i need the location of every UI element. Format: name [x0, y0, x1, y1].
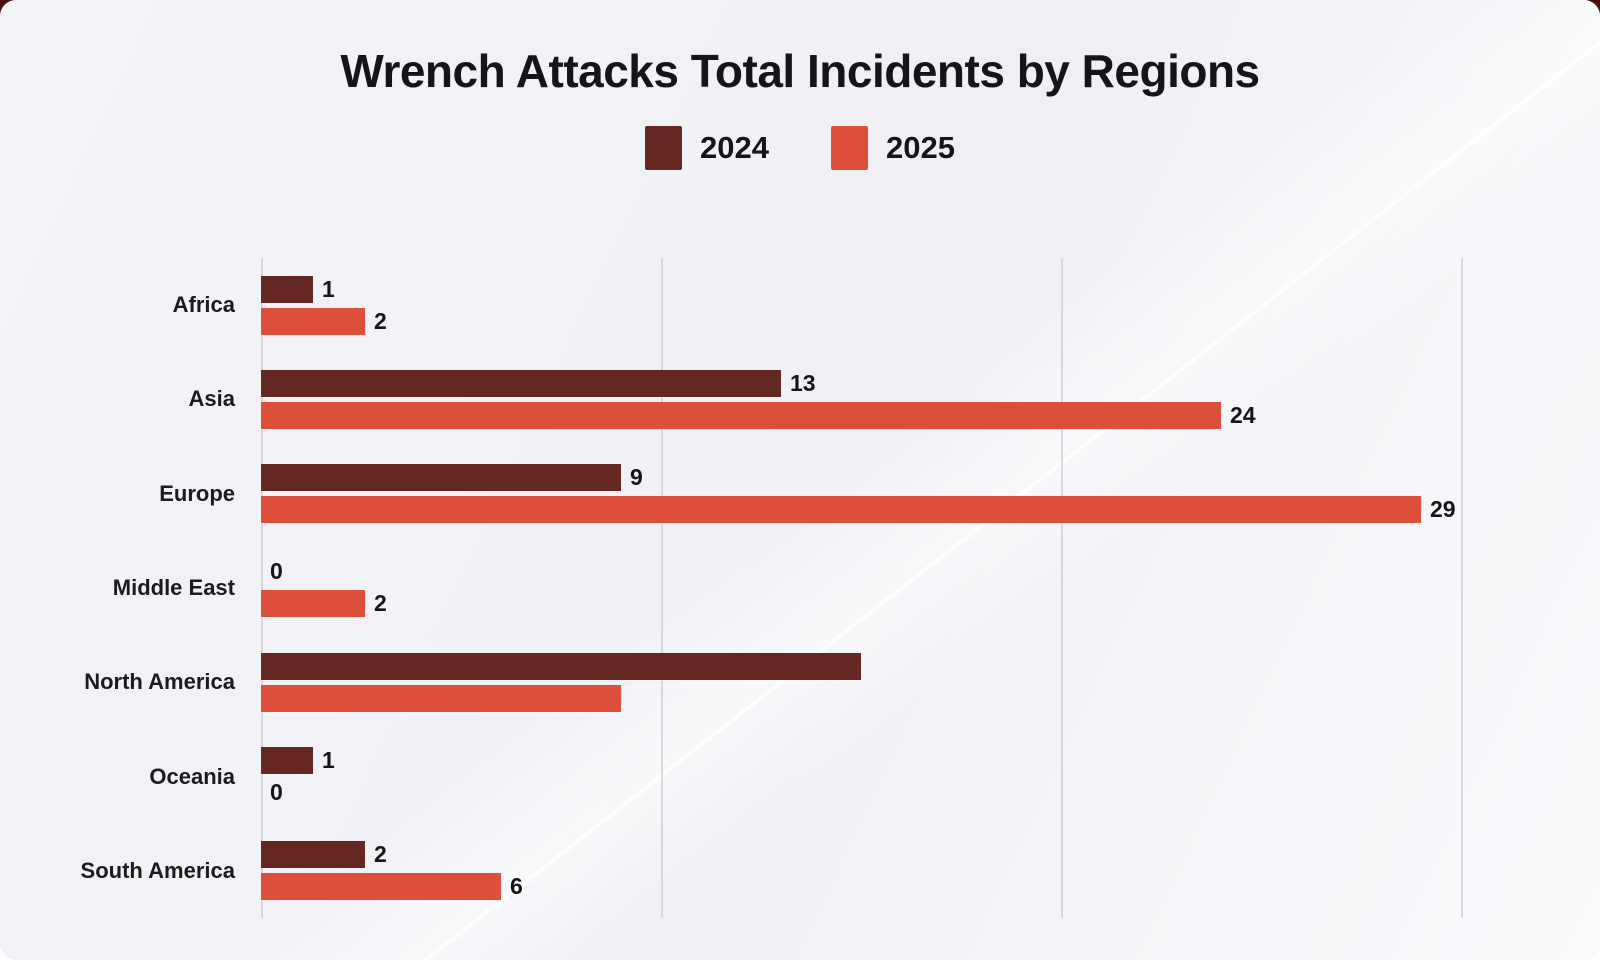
category-label: Oceania	[149, 763, 235, 789]
bar-2025-africa	[261, 307, 365, 335]
bar-line-2025: 0	[261, 779, 1501, 806]
category-label: South America	[80, 857, 235, 883]
bar-value-label: 2	[374, 841, 387, 868]
bar-2024-europe	[261, 464, 621, 492]
bar-group: 9 29	[261, 464, 1501, 524]
bar-line-2024: 1	[261, 747, 1501, 775]
bar-value-label: 1	[322, 275, 335, 302]
bar-2024-north-america	[261, 652, 861, 680]
bar-value-label: 29	[1430, 496, 1456, 523]
chart-row: Europe 9 29	[40, 447, 1501, 541]
chart-title: Wrench Attacks Total Incidents by Region…	[340, 45, 1260, 97]
bar-line-2024: 2	[261, 841, 1501, 869]
bar-line-2024: 9	[261, 464, 1501, 492]
bar-value-label: 9	[630, 464, 643, 491]
chart-row: Oceania 1 0	[40, 730, 1501, 824]
bar-group	[261, 652, 1501, 712]
category-label: Europe	[159, 480, 235, 506]
chart-row: Asia 13 24	[40, 352, 1501, 446]
category-label: Asia	[188, 386, 235, 412]
chart-row: Africa 1 2	[40, 258, 1501, 352]
bar-value-label: 24	[1230, 401, 1256, 428]
plot-area: Africa 1 2 Asia 13 24 Europe 9 29 Middle East 0 2 No…	[40, 258, 1501, 918]
bar-group: 13 24	[261, 369, 1501, 429]
bar-line-2025: 2	[261, 590, 1501, 618]
bar-line-2025: 29	[261, 496, 1501, 524]
bar-2025-middle-east	[261, 590, 365, 618]
bar-line-2024: 1	[261, 275, 1501, 303]
bar-line-2025	[261, 684, 1501, 712]
chart-row: North America	[40, 635, 1501, 729]
chart-row: Middle East 0 2	[40, 541, 1501, 635]
bar-line-2024: 13	[261, 369, 1501, 397]
bar-2024-oceania	[261, 747, 313, 775]
bar-2024-south-america	[261, 841, 365, 869]
bar-line-2025: 2	[261, 307, 1501, 335]
category-label: Africa	[172, 292, 235, 317]
legend-label-2025: 2025	[886, 130, 955, 165]
legend-item-2025: 2025	[831, 126, 955, 170]
bar-2025-asia	[261, 401, 1221, 429]
category-label: Middle East	[112, 574, 235, 600]
bar-value-label: 2	[374, 590, 387, 617]
bar-line-2024	[261, 652, 1501, 680]
bar-2025-south-america	[261, 873, 501, 901]
bar-value-label: 1	[322, 747, 335, 774]
bar-2024-africa	[261, 275, 313, 303]
bar-2025-europe	[261, 496, 1421, 524]
bar-value-label: 13	[790, 369, 816, 396]
bar-2024-asia	[261, 369, 781, 397]
category-label: North America	[84, 669, 235, 695]
bar-value-label: 6	[510, 873, 523, 900]
bar-line-2025: 24	[261, 401, 1501, 429]
legend-swatch-2024-icon	[645, 126, 683, 170]
legend-swatch-2025-icon	[831, 126, 868, 170]
bar-value-label: 0	[270, 558, 283, 585]
legend: 2024 2025	[0, 126, 1600, 170]
bar-value-label: 0	[270, 779, 283, 806]
bar-2025-north-america	[261, 684, 621, 712]
bar-value-label: 2	[374, 307, 387, 334]
bar-line-2025: 6	[261, 873, 1501, 901]
legend-label-2024: 2024	[700, 130, 769, 165]
legend-item-2024: 2024	[645, 126, 769, 170]
chart-row: South America 2 6	[40, 824, 1501, 918]
bar-line-2024: 0	[261, 558, 1501, 585]
